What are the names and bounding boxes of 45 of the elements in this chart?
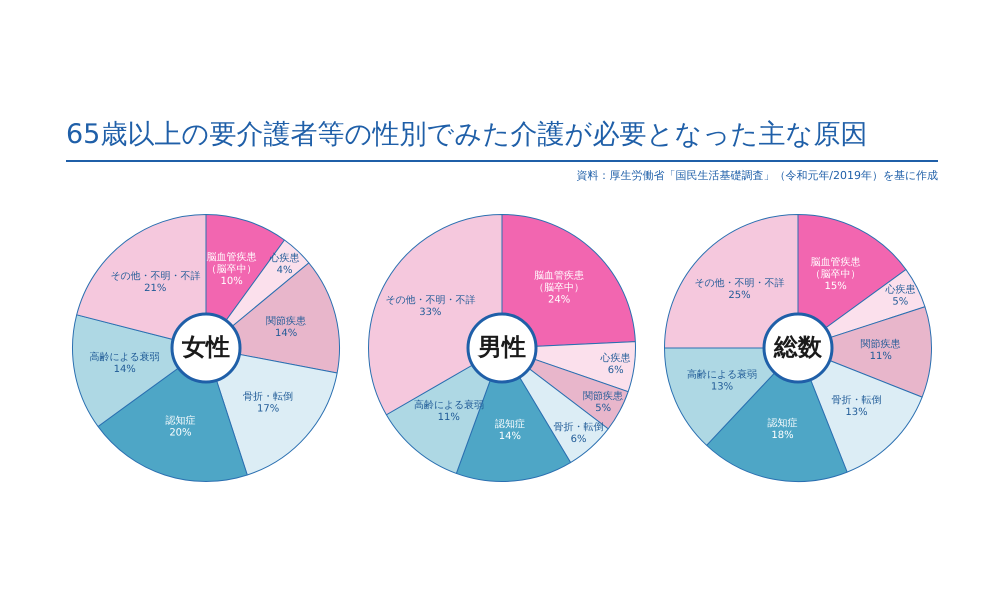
slice-label: 心疾患: [884, 283, 916, 296]
data-label: 5%: [595, 402, 612, 414]
slice-label: 関節疾患: [860, 338, 901, 350]
data-label: 10%: [220, 276, 243, 287]
slice-label: 脳血管疾患（脳卒中）: [206, 250, 257, 275]
data-label: 24%: [548, 294, 570, 306]
data-label: 5%: [892, 296, 908, 308]
text: 女性: [181, 333, 230, 362]
slice-label: その他・不明・不詳: [385, 294, 476, 306]
data-label: 14%: [114, 364, 136, 376]
text: 65歳以上の要介護者等の性別でみた介護が必要となった主な原因: [66, 116, 938, 162]
data-label: 11%: [870, 351, 892, 362]
data-label: 33%: [419, 307, 442, 318]
data-label: 4%: [276, 264, 293, 276]
slice-label: 心疾患: [600, 352, 631, 364]
slice-label: 脳血管疾患（脳卒中）: [534, 270, 584, 294]
data-label: 15%: [824, 280, 847, 292]
slice-label: 関節疾患: [266, 315, 306, 328]
slice-label: 骨折・転倒: [832, 394, 882, 406]
data-label: 18%: [771, 430, 794, 441]
data-label: 14%: [275, 328, 298, 340]
data-label: 13%: [845, 407, 868, 418]
slice-label: 高齢による衰弱: [90, 351, 160, 364]
text: 男性: [477, 333, 526, 362]
slice-label: 骨折・転倒: [243, 390, 294, 402]
slice-label: その他・不明・不詳: [110, 270, 200, 282]
data-label: 17%: [256, 403, 280, 414]
data-label: 6%: [570, 434, 586, 446]
slice-label: 関節疾患: [583, 390, 624, 402]
data-label: 20%: [169, 427, 192, 438]
slice-label: 高齢による衰弱: [687, 368, 758, 380]
data-label: 25%: [728, 290, 751, 302]
slice-label: 骨折・転倒: [554, 421, 604, 434]
slice-label: その他・不明・不詳: [694, 277, 784, 290]
data-label: 6%: [608, 364, 624, 376]
data-label: 11%: [438, 412, 460, 423]
text: 総数: [773, 333, 823, 362]
slice-label: 脳血管疾患（脳卒中）: [810, 256, 861, 280]
data-label: 14%: [498, 430, 521, 442]
text: 資料：厚生労働省「国民生活基礎調査」（令和元年/2019年）を基に作成: [575, 168, 938, 183]
data-label: 13%: [710, 381, 734, 392]
slice-label: 認知症: [165, 414, 196, 426]
slice-label: 認知症: [767, 416, 798, 429]
slice-label: 認知症: [494, 418, 525, 430]
data-label: 21%: [144, 283, 166, 294]
